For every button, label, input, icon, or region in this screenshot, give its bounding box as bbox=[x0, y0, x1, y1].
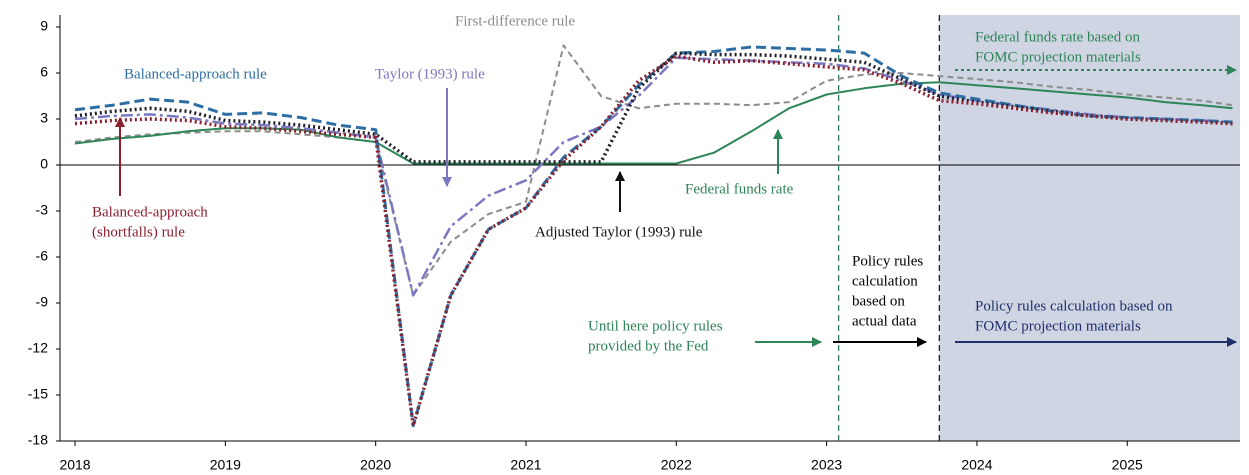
y-tick-label: -3 bbox=[36, 202, 49, 218]
series-line bbox=[74, 54, 1233, 428]
series-line bbox=[74, 44, 1233, 297]
annotation-text: provided by the Fed bbox=[588, 338, 709, 354]
y-tick-label: -15 bbox=[28, 386, 48, 402]
y-tick-label: -18 bbox=[28, 432, 48, 448]
y-tick-label: 9 bbox=[40, 18, 48, 34]
x-tick-label: 2021 bbox=[510, 457, 541, 473]
annotation-text: Policy rules calculation based on bbox=[975, 298, 1173, 314]
annotation-text: actual data bbox=[852, 313, 917, 329]
annotation-text: based on bbox=[852, 293, 905, 309]
y-tick-label: -12 bbox=[28, 340, 48, 356]
x-tick-label: 2018 bbox=[59, 457, 90, 473]
annotation-text: FOMC projection materials bbox=[975, 49, 1141, 65]
annotation-text: Balanced-approach bbox=[92, 204, 208, 220]
annotation-text: Federal funds rate based on bbox=[975, 29, 1140, 45]
x-tick-label: 2019 bbox=[210, 457, 241, 473]
series-line bbox=[74, 51, 1233, 164]
annotation-text: First-difference rule bbox=[455, 13, 575, 29]
annotation-text: Balanced-approach rule bbox=[124, 66, 267, 82]
x-tick-label: 2023 bbox=[811, 457, 842, 473]
annotation-text: Policy rules bbox=[852, 253, 923, 269]
x-tick-label: 2020 bbox=[360, 457, 391, 473]
y-tick-label: -9 bbox=[36, 294, 49, 310]
x-tick-label: 2024 bbox=[961, 457, 992, 473]
annotation-text: Federal funds rate bbox=[685, 181, 794, 197]
y-tick-label: -6 bbox=[36, 248, 49, 264]
annotation-text: FOMC projection materials bbox=[975, 318, 1141, 334]
y-tick-label: 3 bbox=[40, 110, 48, 126]
y-tick-label: 6 bbox=[40, 64, 48, 80]
annotation-text: calculation bbox=[852, 273, 918, 289]
x-tick-label: 2022 bbox=[661, 457, 692, 473]
annotation-text: Until here policy rules bbox=[588, 318, 723, 334]
y-tick-label: 0 bbox=[40, 156, 48, 172]
projection-shade bbox=[939, 15, 1240, 441]
annotation-text: (shortfalls) rule bbox=[92, 224, 185, 240]
x-tick-label: 2025 bbox=[1112, 457, 1143, 473]
annotation-text: Taylor (1993) rule bbox=[375, 66, 485, 82]
annotation-text: Adjusted Taylor (1993) rule bbox=[535, 224, 703, 240]
series-line bbox=[74, 81, 1233, 165]
